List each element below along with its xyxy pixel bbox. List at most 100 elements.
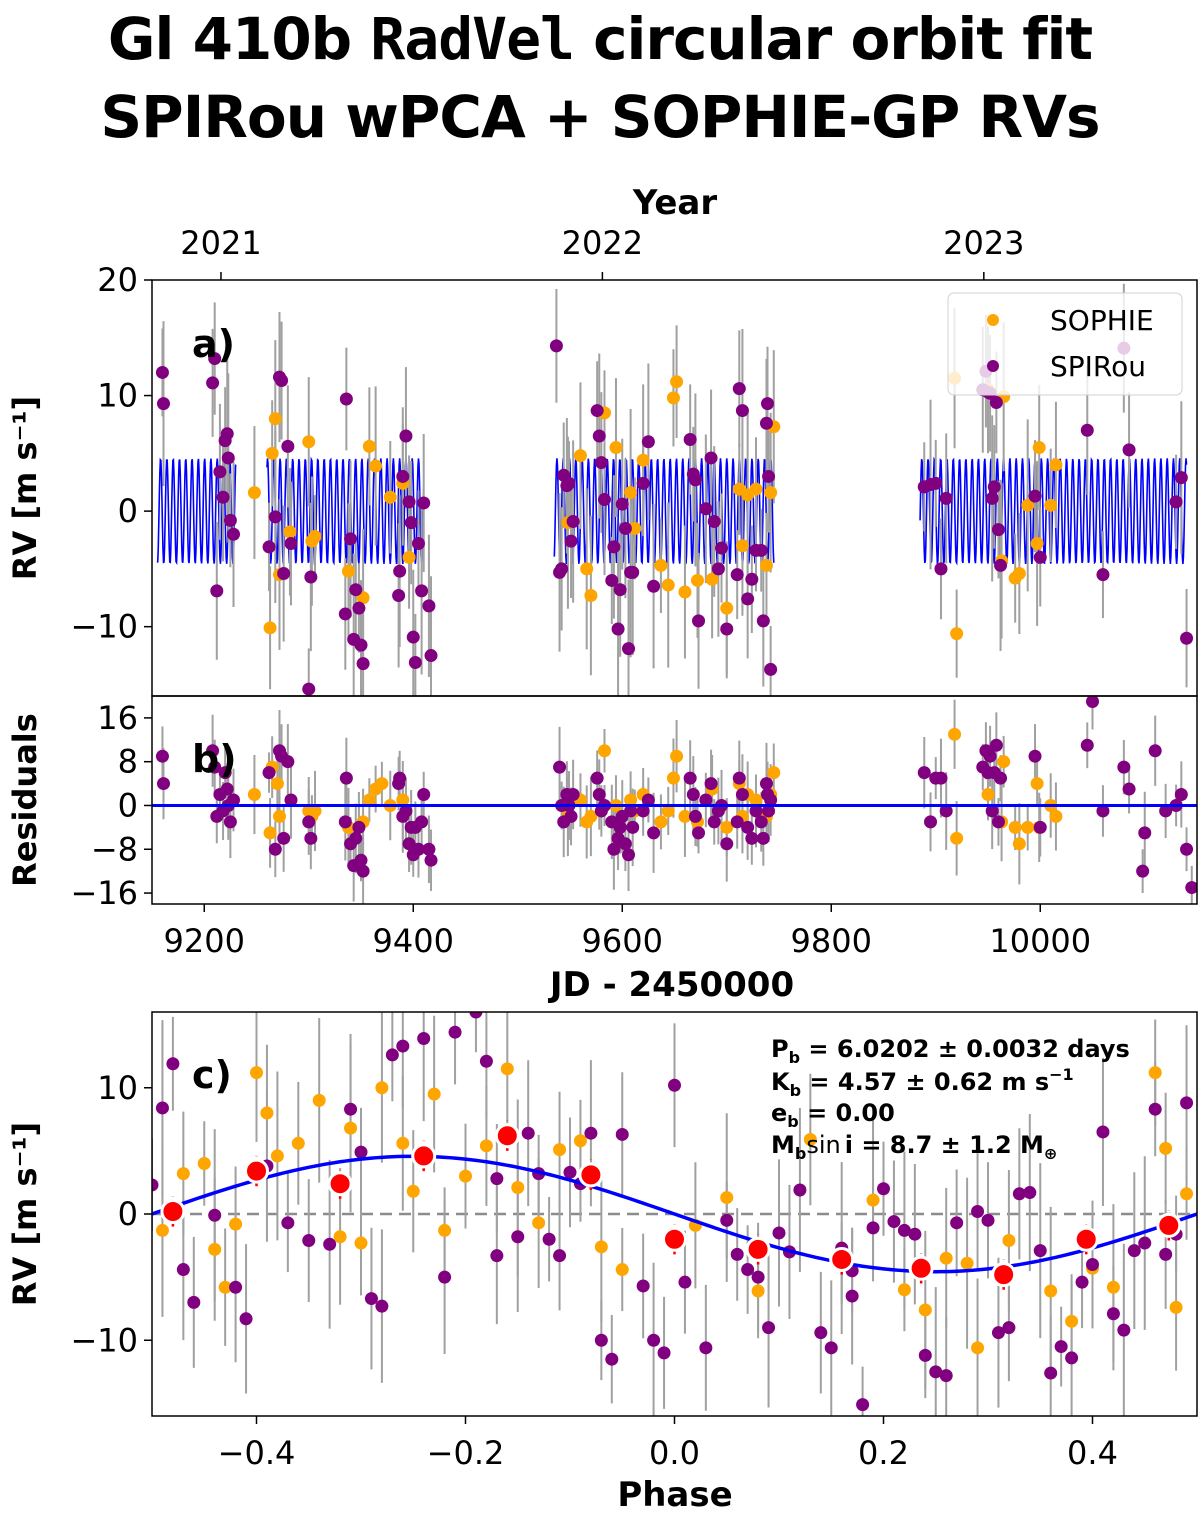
spirou-point bbox=[396, 469, 410, 483]
spirou-point bbox=[877, 1182, 890, 1196]
spirou-point bbox=[939, 1369, 953, 1383]
sophie-point bbox=[438, 1223, 452, 1237]
spirou-point bbox=[1012, 1187, 1026, 1201]
spirou-point bbox=[749, 804, 763, 818]
spirou-point bbox=[939, 491, 953, 505]
sophie-point bbox=[176, 1167, 190, 1181]
sophie-point bbox=[1012, 837, 1026, 851]
sophie-point bbox=[1180, 1187, 1194, 1201]
phase-binned-points bbox=[160, 1120, 1182, 1290]
spirou-point bbox=[918, 1348, 932, 1362]
spirou-point bbox=[284, 536, 298, 550]
spirou-point bbox=[277, 831, 291, 845]
sophie-point bbox=[247, 788, 261, 802]
spirou-point bbox=[344, 532, 358, 546]
spirou-point bbox=[406, 630, 420, 644]
sophie-point bbox=[720, 1191, 734, 1205]
sophie-point bbox=[1032, 441, 1046, 455]
sophie-point bbox=[720, 601, 734, 615]
spirou-point bbox=[411, 536, 425, 550]
spirou-point bbox=[735, 788, 749, 802]
spirou-point bbox=[564, 534, 578, 548]
spirou-point bbox=[417, 496, 431, 510]
sophie-point bbox=[1049, 458, 1063, 472]
spirou-point bbox=[364, 1292, 378, 1306]
spirou-point bbox=[1159, 804, 1173, 818]
spirou-point bbox=[908, 1227, 922, 1241]
sophie-point bbox=[402, 550, 416, 564]
sophie-point bbox=[479, 1139, 493, 1153]
spirou-point bbox=[438, 1270, 452, 1284]
spirou-point bbox=[762, 804, 776, 818]
spirou-point bbox=[216, 490, 230, 504]
spirou-point bbox=[385, 1048, 399, 1062]
sophie-point bbox=[950, 627, 964, 641]
spirou-point bbox=[549, 339, 563, 353]
spirou-point bbox=[262, 766, 276, 780]
panel-c: −10 0 10 −0.4 −0.2 0.0 0.2 0.4 c) RV [m s⁻¹] P… bbox=[6, 1011, 1198, 1513]
sophie-point bbox=[1002, 1234, 1016, 1248]
spirou-point bbox=[741, 820, 755, 834]
sophie-point bbox=[459, 1169, 472, 1183]
sophie-point bbox=[1008, 820, 1022, 834]
spirou-point bbox=[622, 642, 636, 656]
spirou-point bbox=[1180, 842, 1194, 856]
spirou-point bbox=[756, 614, 770, 628]
sophie-point bbox=[1030, 536, 1044, 550]
spirou-point bbox=[542, 1232, 556, 1246]
sophie-point bbox=[1021, 820, 1035, 834]
legend-label-sophie: SOPHIE bbox=[1050, 304, 1154, 337]
sophie-point bbox=[950, 831, 964, 845]
spirou-point bbox=[624, 804, 638, 818]
panel-b-x-ticks: 9200 9400 9600 9800 10000 bbox=[164, 904, 1091, 960]
sophie-point bbox=[1044, 498, 1058, 512]
spirou-point bbox=[1028, 489, 1042, 503]
sophie-point bbox=[767, 766, 781, 780]
spirou-point bbox=[1065, 1351, 1079, 1365]
param-period: Pb = 6.0202 ± 0.0032 days bbox=[771, 1035, 1130, 1067]
spirou-point bbox=[989, 738, 1003, 752]
spirou-point bbox=[220, 782, 234, 796]
spirou-point bbox=[1174, 788, 1188, 802]
spirou-point bbox=[994, 558, 1008, 572]
binned-point bbox=[1073, 1226, 1099, 1252]
sophie-point bbox=[155, 1223, 169, 1237]
spirou-point bbox=[592, 788, 606, 802]
y-tick-label: 10 bbox=[97, 377, 138, 415]
spirou-point bbox=[152, 1178, 159, 1192]
x-tick-label: 9600 bbox=[582, 922, 663, 960]
spirou-point bbox=[950, 1216, 964, 1230]
panel-b: −16 −8 0 8 16 9200 9400 9600 9800 10000 b) Resid… bbox=[6, 695, 1198, 1005]
sophie-point bbox=[661, 804, 675, 818]
spirou-point bbox=[404, 516, 418, 530]
sophie-point bbox=[308, 804, 322, 818]
sophie-point bbox=[511, 1180, 525, 1194]
sophie-point bbox=[383, 490, 397, 504]
spirou-point bbox=[566, 515, 580, 529]
sophie-point bbox=[272, 809, 286, 823]
spirou-point bbox=[613, 820, 627, 834]
spirou-point bbox=[683, 771, 697, 785]
sophie-point bbox=[705, 572, 719, 586]
spirou-point bbox=[352, 601, 366, 615]
spirou-point bbox=[220, 427, 234, 441]
year-tick-label: 2023 bbox=[943, 224, 1024, 262]
spirou-point bbox=[393, 564, 407, 578]
sophie-point bbox=[532, 1216, 546, 1230]
sophie-point bbox=[720, 820, 734, 834]
sophie-point bbox=[981, 788, 995, 802]
y-tick-label: 20 bbox=[97, 261, 138, 299]
spirou-point bbox=[281, 1216, 295, 1230]
spirou-point bbox=[592, 429, 606, 443]
spirou-point bbox=[584, 1126, 598, 1140]
sophie-point bbox=[573, 1134, 587, 1148]
spirou-point bbox=[555, 562, 569, 576]
spirou-point bbox=[521, 1126, 535, 1140]
sophie-point bbox=[1065, 1314, 1079, 1328]
sophie-point bbox=[615, 1263, 629, 1277]
spirou-point bbox=[356, 657, 370, 671]
spirou-point bbox=[715, 541, 729, 555]
spirou-point bbox=[615, 497, 629, 511]
sophie-point bbox=[270, 1149, 284, 1163]
x-tick-label: 9200 bbox=[164, 922, 245, 960]
